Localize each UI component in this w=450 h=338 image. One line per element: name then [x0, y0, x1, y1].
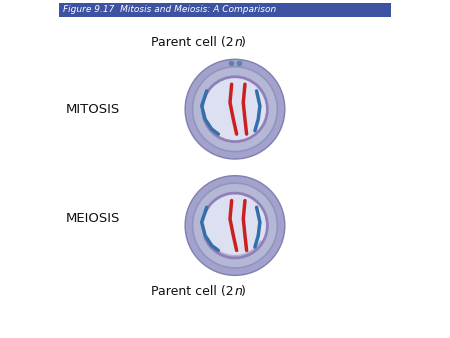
- Ellipse shape: [185, 176, 285, 275]
- Text: ): ): [241, 285, 246, 298]
- FancyBboxPatch shape: [59, 3, 391, 17]
- Ellipse shape: [185, 59, 285, 159]
- Text: Parent cell (2: Parent cell (2: [151, 36, 233, 49]
- Text: n: n: [235, 285, 243, 298]
- Ellipse shape: [202, 193, 267, 258]
- Text: Figure 9.17  Mitosis and Meiosis: A Comparison: Figure 9.17 Mitosis and Meiosis: A Compa…: [63, 5, 276, 14]
- Text: n: n: [235, 36, 243, 49]
- Text: MITOSIS: MITOSIS: [65, 103, 120, 116]
- Text: Parent cell (2: Parent cell (2: [151, 285, 233, 298]
- Ellipse shape: [202, 77, 267, 142]
- Ellipse shape: [193, 67, 277, 151]
- Text: ): ): [241, 36, 246, 49]
- Text: MEIOSIS: MEIOSIS: [65, 212, 120, 225]
- Ellipse shape: [193, 183, 277, 268]
